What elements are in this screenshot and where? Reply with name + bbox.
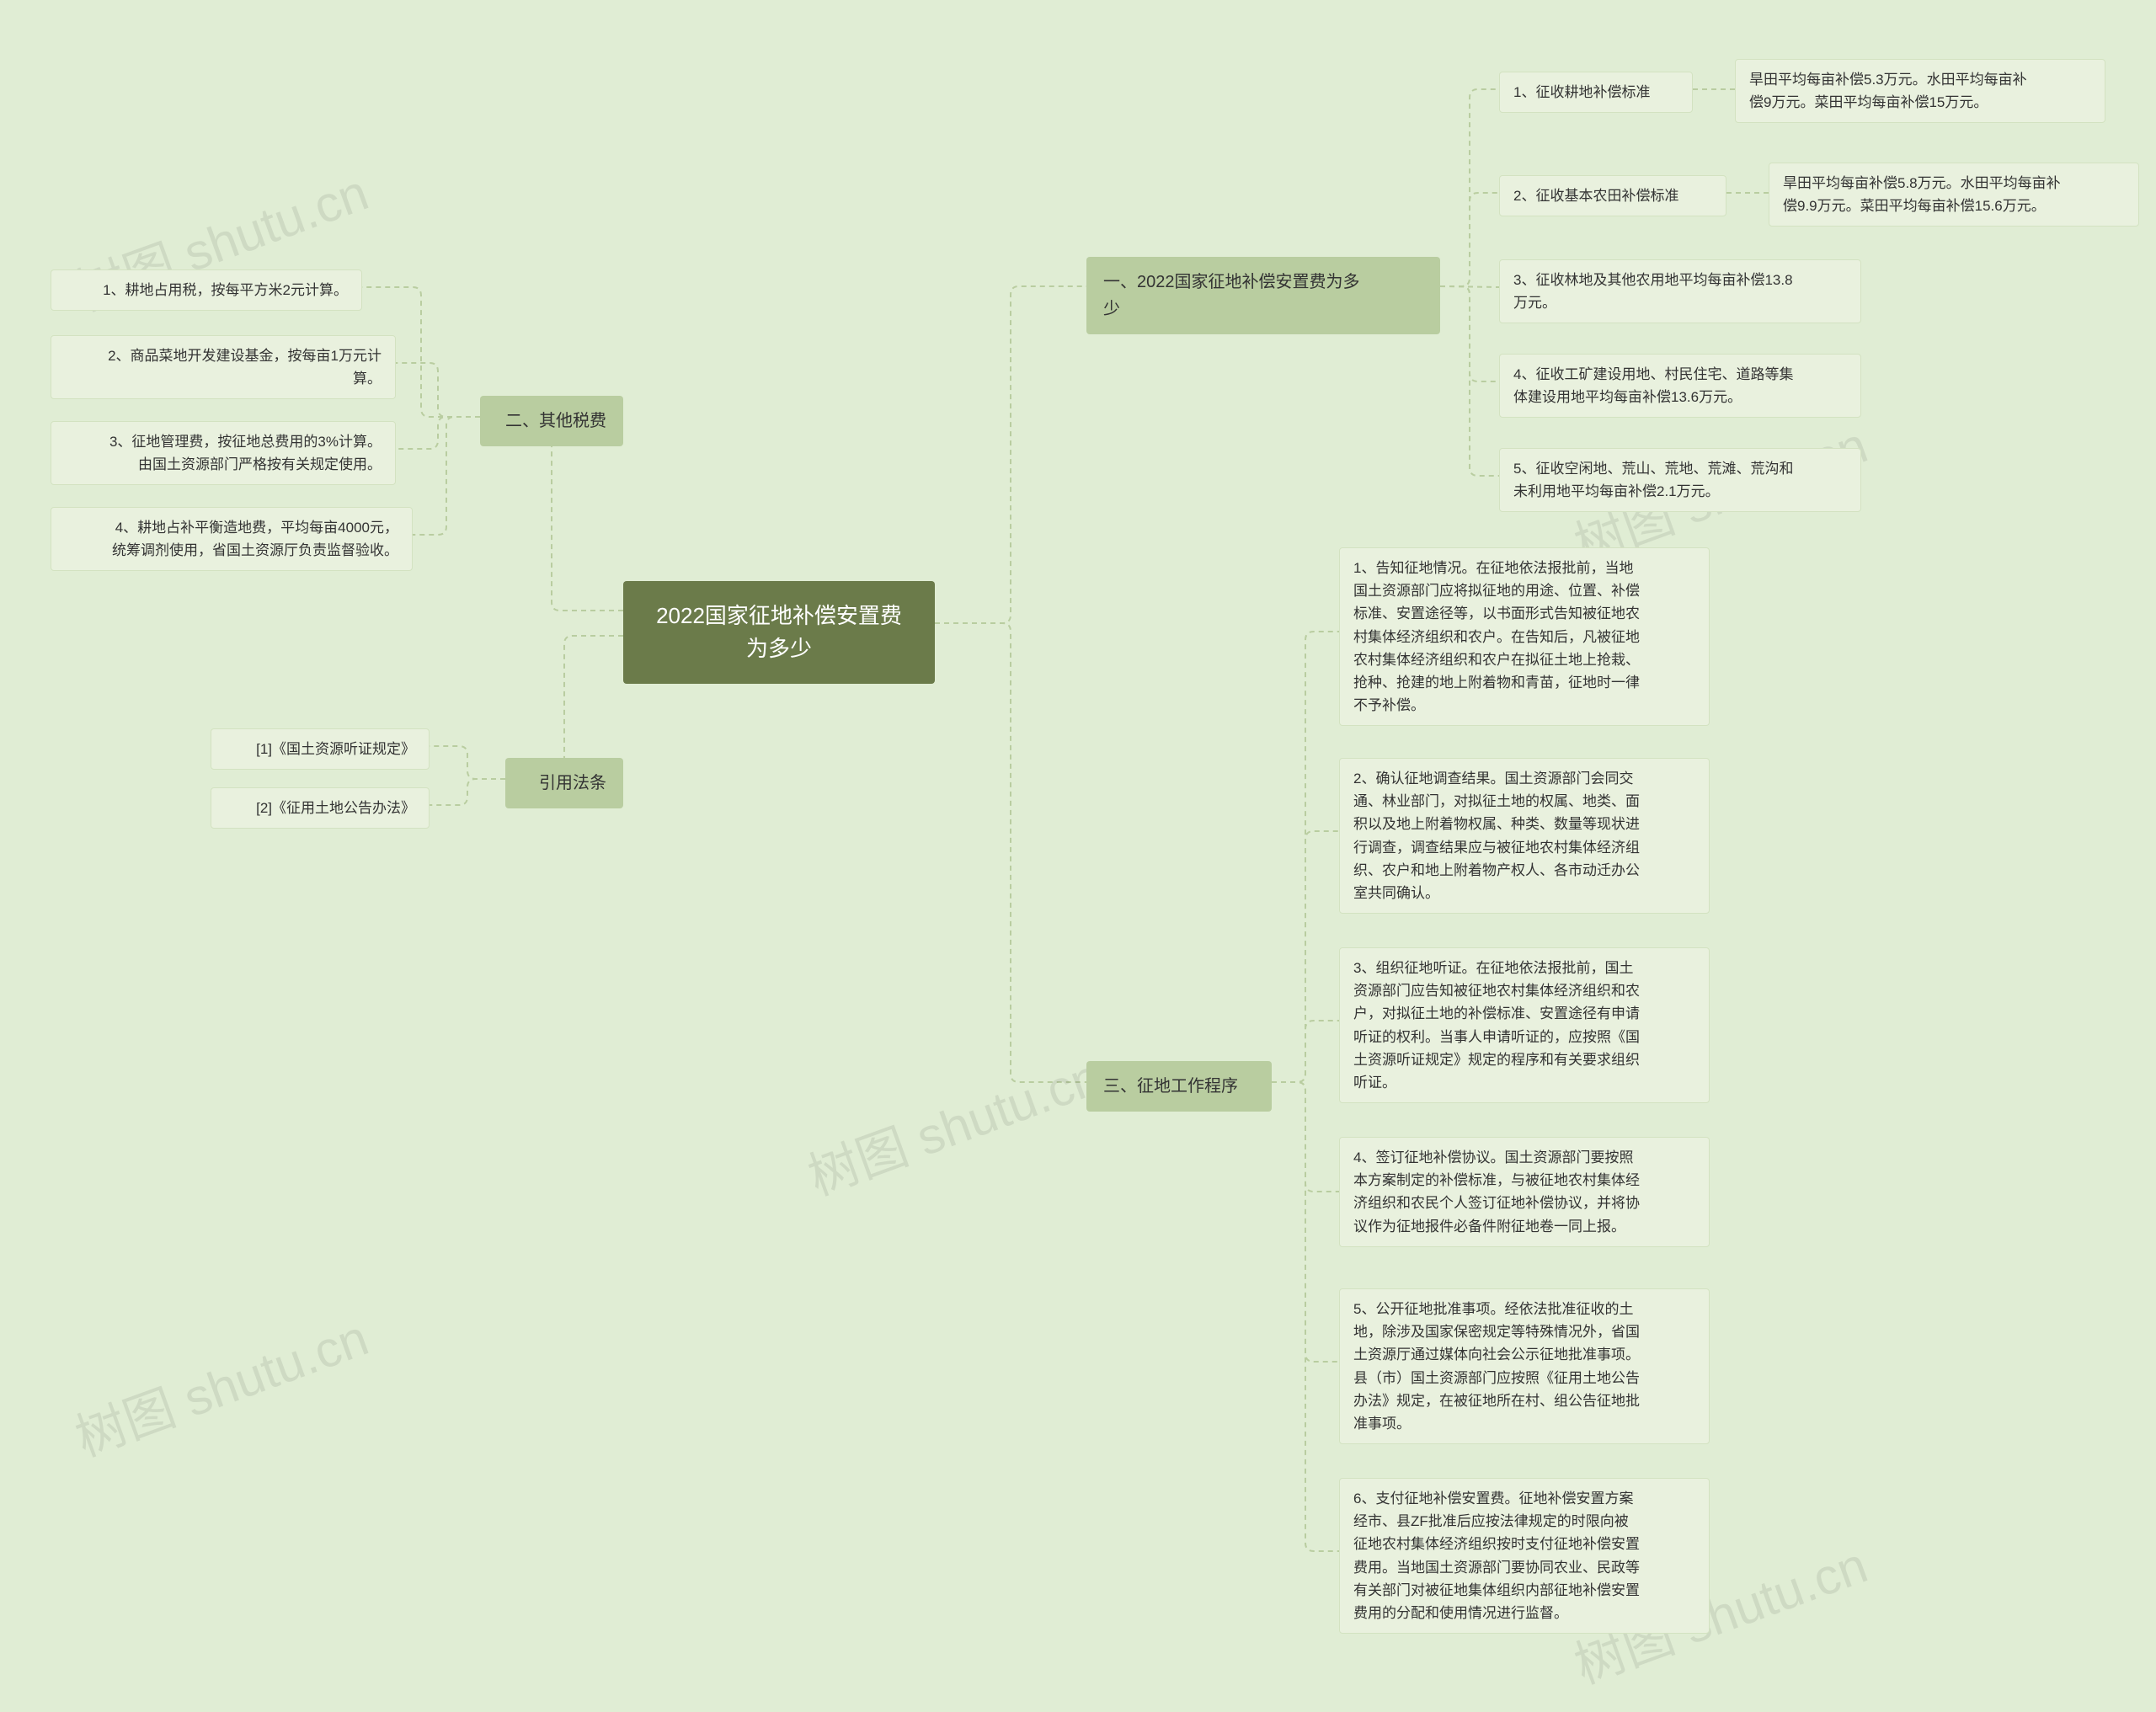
leaf-node[interactable]: 1、征收耕地补偿标准 — [1499, 72, 1693, 113]
connector-line — [1440, 286, 1499, 381]
leaf-node[interactable]: 3、组织征地听证。在征地依法报批前，国土 资源部门应告知被征地农村集体经济组织和… — [1339, 947, 1710, 1103]
branch-node[interactable]: 二、其他税费 — [480, 396, 623, 446]
connector-line — [1272, 1082, 1339, 1362]
leaf-node[interactable]: [2]《征用土地公告办法》 — [211, 787, 430, 829]
watermark: 树图 shutu.cn — [797, 1036, 1109, 1209]
leaf-node[interactable]: 6、支付征地补偿安置费。征地补偿安置方案 经市、县ZF批准后应按法律规定的时限向… — [1339, 1478, 1710, 1634]
connector-line — [413, 417, 480, 535]
connector-line — [935, 286, 1086, 623]
root-node[interactable]: 2022国家征地补偿安置费 为多少 — [623, 581, 935, 684]
leaf-node[interactable]: 4、签订征地补偿协议。国土资源部门要按照 本方案制定的补偿标准，与被征地农村集体… — [1339, 1137, 1710, 1247]
branch-node[interactable]: 一、2022国家征地补偿安置费为多 少 — [1086, 257, 1440, 334]
connector-line — [1440, 286, 1499, 476]
mindmap-canvas: 树图 shutu.cn树图 shutu.cn树图 shutu.cn树图 shut… — [0, 0, 2156, 1712]
connector-line — [430, 779, 505, 805]
connector-line — [1440, 89, 1499, 286]
leaf-node[interactable]: 4、征收工矿建设用地、村民住宅、道路等集 体建设用地平均每亩补偿13.6万元。 — [1499, 354, 1861, 418]
connector-line — [1272, 1082, 1339, 1551]
connector-line — [1272, 1021, 1339, 1082]
connector-line — [1440, 193, 1499, 286]
leaf-node[interactable]: 1、耕地占用税，按每平方米2元计算。 — [51, 269, 362, 311]
connector-line — [935, 623, 1086, 1082]
connector-line — [1272, 831, 1339, 1082]
leaf-node[interactable]: 3、征收林地及其他农用地平均每亩补偿13.8 万元。 — [1499, 259, 1861, 323]
connector-line — [396, 363, 480, 417]
watermark: 树图 shutu.cn — [64, 1297, 376, 1470]
leaf-node[interactable]: [1]《国土资源听证规定》 — [211, 728, 430, 770]
connector-line — [1272, 632, 1339, 1082]
leaf-node[interactable]: 5、征收空闲地、荒山、荒地、荒滩、荒沟和 未利用地平均每亩补偿2.1万元。 — [1499, 448, 1861, 512]
leaf-node[interactable]: 旱田平均每亩补偿5.8万元。水田平均每亩补 偿9.9万元。菜田平均每亩补偿15.… — [1769, 163, 2139, 227]
connector-line — [1440, 286, 1499, 287]
leaf-node[interactable]: 2、征收基本农田补偿标准 — [1499, 175, 1726, 216]
leaf-node[interactable]: 3、征地管理费，按征地总费用的3%计算。 由国土资源部门严格按有关规定使用。 — [51, 421, 396, 485]
leaf-node[interactable]: 4、耕地占补平衡造地费，平均每亩4000元， 统筹调剂使用，省国土资源厅负责监督… — [51, 507, 413, 571]
connector-line — [396, 417, 480, 449]
leaf-node[interactable]: 2、确认征地调查结果。国土资源部门会同交 通、林业部门，对拟征土地的权属、地类、… — [1339, 758, 1710, 914]
connector-line — [1272, 1082, 1339, 1192]
branch-node[interactable]: 引用法条 — [505, 758, 623, 808]
connector-layer — [0, 0, 2156, 1712]
leaf-node[interactable]: 2、商品菜地开发建设基金，按每亩1万元计 算。 — [51, 335, 396, 399]
branch-node[interactable]: 三、征地工作程序 — [1086, 1061, 1272, 1112]
leaf-node[interactable]: 1、告知征地情况。在征地依法报批前，当地 国土资源部门应将拟征地的用途、位置、补… — [1339, 547, 1710, 726]
leaf-node[interactable]: 5、公开征地批准事项。经依法批准征收的土 地，除涉及国家保密规定等特殊情况外，省… — [1339, 1288, 1710, 1444]
connector-line — [430, 746, 505, 779]
leaf-node[interactable]: 旱田平均每亩补偿5.3万元。水田平均每亩补 偿9万元。菜田平均每亩补偿15万元。 — [1735, 59, 2105, 123]
